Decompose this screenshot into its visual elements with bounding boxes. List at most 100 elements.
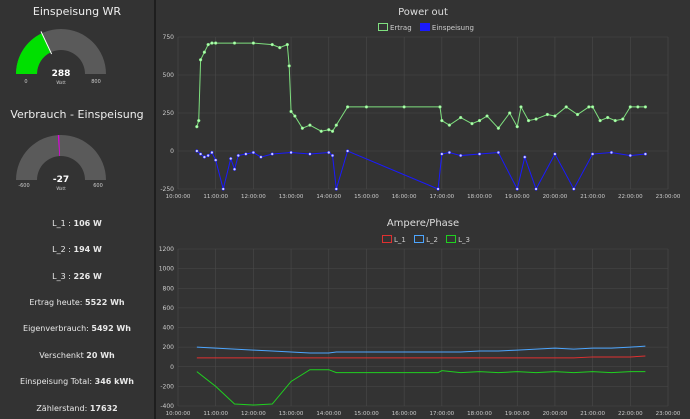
data-point-einspeisung: [590, 152, 595, 156]
data-point-einspeisung: [214, 158, 218, 162]
data-point-einspeisung: [572, 187, 576, 191]
data-point-ertrag: [364, 105, 369, 109]
legend-label-ertrag[interactable]: Ertrag: [390, 24, 412, 32]
data-point-einspeisung: [628, 153, 632, 158]
series-line-l_3: [196, 369, 646, 406]
data-point-ertrag: [526, 118, 531, 123]
data-point-ertrag: [496, 126, 501, 130]
gauge2-title: Verbrauch - Einspeisung: [10, 108, 144, 121]
data-point-ertrag: [270, 42, 274, 47]
data-point-ertrag: [587, 105, 591, 109]
data-point-einspeisung: [345, 149, 350, 153]
x-tick-label: 11:00:00: [203, 194, 228, 200]
data-point-ertrag: [628, 105, 632, 109]
data-point-einspeisung: [289, 150, 293, 155]
x-tick-label: 11:00:00: [203, 411, 228, 417]
gauge1-value: 288: [52, 69, 71, 79]
y-tick-label: 1000: [159, 266, 174, 273]
chart1-legend[interactable]: Ertrag Einspeisung: [156, 23, 690, 32]
data-point-einspeisung: [477, 152, 482, 156]
data-point-ertrag: [438, 105, 442, 109]
gauge1-title: Einspeisung WR: [32, 5, 122, 18]
data-point-ertrag: [319, 129, 323, 133]
gauge2-fill: [57, 135, 61, 157]
gauge1-fill: [16, 33, 51, 74]
data-point-ertrag: [300, 126, 305, 130]
gauge1-min: 0: [24, 79, 27, 85]
x-tick-label: 14:00:00: [316, 194, 341, 200]
x-tick-label: 20:00:00: [543, 411, 568, 417]
x-tick-label: 18:00:00: [467, 194, 492, 200]
data-point-ertrag: [198, 58, 203, 62]
data-point-ertrag: [470, 121, 474, 126]
x-tick-label: 20:00:00: [543, 194, 568, 200]
x-tick-label: 13:00:00: [279, 194, 304, 200]
legend-label-l1[interactable]: L_1: [393, 236, 406, 244]
stat-ertrag-heute: Ertrag heute: 5522 Wh: [29, 298, 125, 307]
data-point-ertrag: [515, 125, 519, 129]
y-tick-label: 600: [163, 305, 175, 312]
data-point-ertrag: [197, 118, 201, 123]
data-point-einspeisung: [221, 187, 225, 191]
y-tick-label: 400: [163, 325, 175, 332]
legend-label-l3[interactable]: L_3: [458, 236, 471, 244]
gauge1-needle: [40, 31, 53, 55]
series-line-ertrag: [196, 42, 646, 132]
legend-swatch-l3[interactable]: [446, 235, 457, 243]
data-point-ertrag: [519, 105, 523, 109]
x-tick-label: 17:00:00: [429, 411, 454, 417]
data-point-ertrag: [613, 118, 617, 123]
data-point-ertrag: [327, 128, 331, 132]
legend-label-einspeisung[interactable]: Einspeisung: [431, 24, 474, 32]
x-tick-label: 10:00:00: [166, 411, 191, 417]
data-point-ertrag: [330, 129, 335, 133]
data-point-einspeisung: [330, 153, 335, 158]
data-point-ertrag: [287, 64, 291, 68]
data-point-ertrag: [402, 105, 406, 109]
data-point-einspeisung: [229, 156, 233, 161]
data-point-ertrag: [564, 105, 568, 109]
series-line-l_2: [196, 345, 646, 354]
data-point-ertrag: [232, 41, 237, 45]
data-point-ertrag: [251, 41, 256, 45]
legend-label-l2[interactable]: L_2: [426, 236, 438, 244]
y-tick-label: 500: [163, 72, 175, 79]
gauge2-unit: Watt: [56, 186, 66, 191]
data-point-ertrag: [553, 114, 557, 118]
data-point-ertrag: [285, 42, 289, 47]
stat-l2: L_2 : 194 W: [52, 245, 102, 254]
data-point-ertrag: [636, 105, 640, 109]
legend-swatch-l2[interactable]: [414, 235, 425, 243]
chart2-title: Ampere/Phase: [386, 218, 460, 229]
x-tick-label: 16:00:00: [392, 194, 417, 200]
legend-swatch-einspeisung[interactable]: [419, 23, 430, 31]
x-tick-label: 23:00:00: [656, 194, 681, 200]
x-tick-label: 17:00:00: [429, 194, 454, 200]
x-tick-label: 15:00:00: [354, 411, 379, 417]
data-point-einspeisung: [534, 187, 538, 191]
x-tick-label: 22:00:00: [618, 194, 643, 200]
panel-divider: [154, 0, 156, 419]
x-tick-label: 14:00:00: [316, 411, 341, 417]
data-point-einspeisung: [195, 149, 199, 153]
data-point-einspeisung: [202, 155, 207, 159]
data-point-ertrag: [210, 41, 214, 45]
series-line-l_1: [196, 355, 646, 359]
data-point-einspeisung: [236, 153, 240, 158]
y-tick-label: 750: [163, 34, 175, 41]
data-point-ertrag: [590, 105, 595, 109]
legend-swatch-l1[interactable]: [381, 235, 392, 243]
legend-swatch-ertrag[interactable]: [378, 23, 388, 31]
chart2-legend[interactable]: L_1 L_2 L_3: [156, 235, 690, 244]
data-point-ertrag: [575, 112, 580, 117]
gauge1: 288 Watt 0 800: [16, 29, 106, 85]
data-point-einspeisung: [232, 167, 237, 171]
stat-l3: L_3 : 226 W: [52, 272, 102, 281]
data-point-ertrag: [308, 123, 312, 127]
data-point-ertrag: [195, 125, 199, 129]
x-tick-label: 13:00:00: [279, 411, 304, 417]
chart1-title: Power out: [398, 7, 448, 18]
data-point-ertrag: [621, 117, 625, 121]
